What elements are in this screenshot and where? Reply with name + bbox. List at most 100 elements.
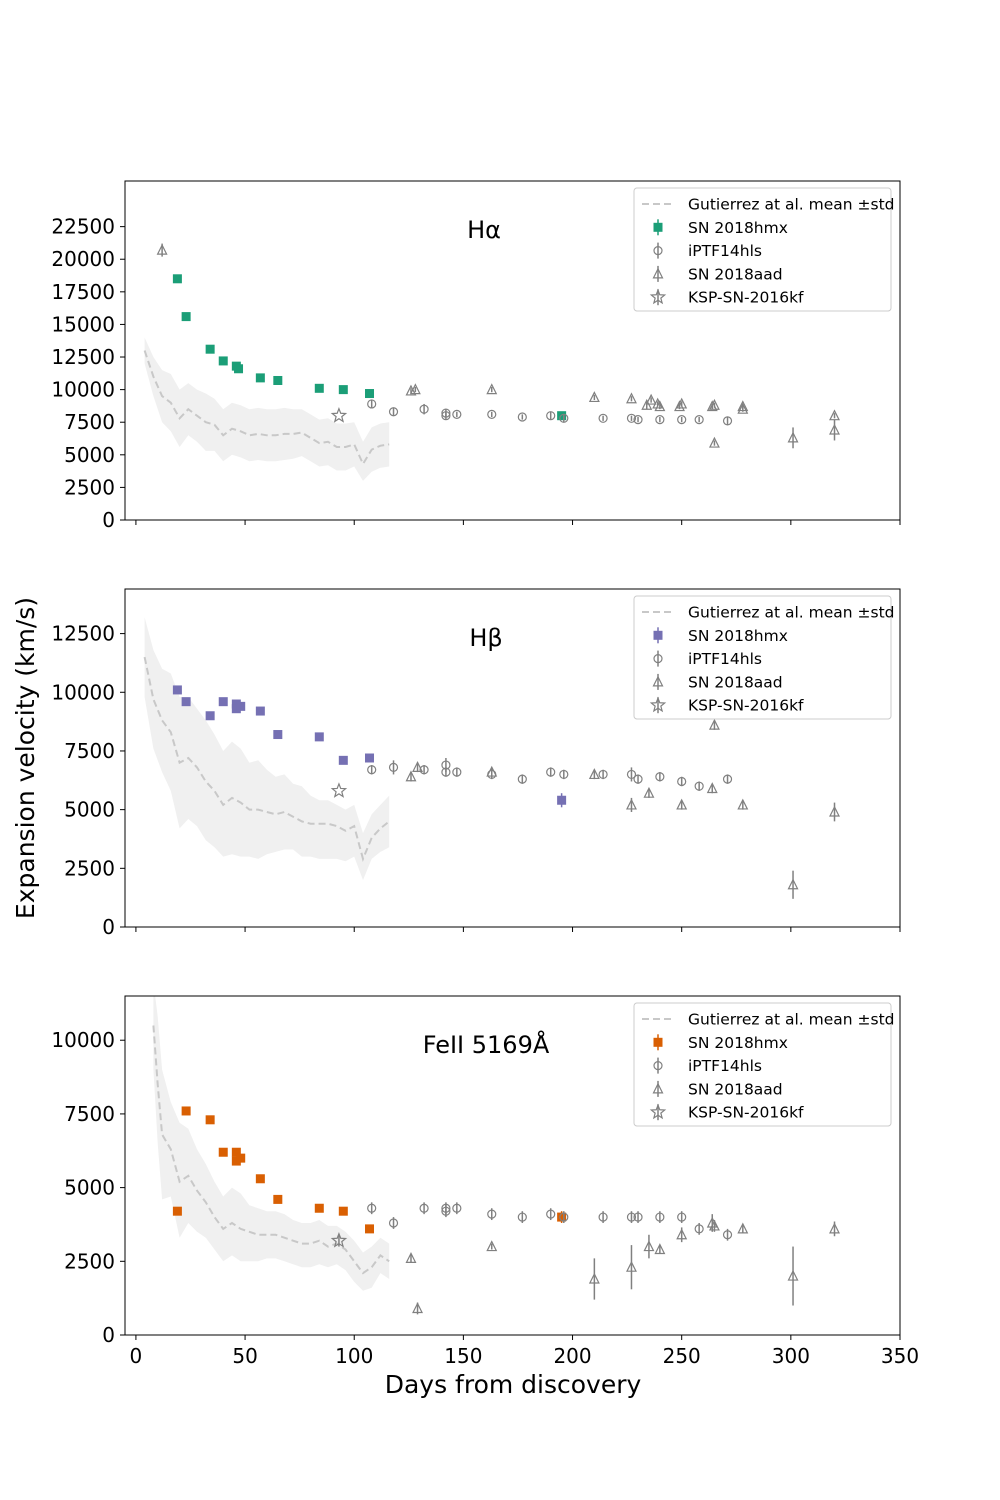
data-point (829, 1222, 840, 1234)
data-point (557, 411, 567, 421)
data-point (654, 1243, 666, 1255)
data-point (486, 765, 498, 777)
y-tick-label: 10000 (51, 680, 115, 704)
legend-box (633, 595, 892, 720)
data-point (517, 1212, 527, 1222)
x-tick-label: 50 (232, 1344, 257, 1368)
data-point (559, 769, 569, 780)
data-point (737, 402, 749, 414)
data-point (676, 1228, 688, 1240)
data-point (338, 755, 348, 765)
x-tick-label: 100 (335, 1344, 373, 1368)
legend-label: Gutierrez at al. mean ±std (688, 604, 895, 622)
data-point (588, 768, 600, 780)
data-point (655, 772, 665, 782)
y-tick-label: 17500 (51, 280, 115, 304)
series-iptf14hls (367, 399, 733, 426)
data-point (314, 732, 324, 742)
series-sn-2018hmx (172, 685, 567, 808)
data-point (314, 383, 324, 393)
legend-label: SN 2018hmx (688, 1034, 788, 1052)
data-point (452, 767, 462, 777)
panel-title: Hα (467, 216, 501, 244)
data-point (205, 344, 215, 354)
y-tick-label: 0 (102, 508, 115, 532)
data-point (409, 383, 421, 395)
panel-1: 0 2500 5000 7500 10000 12500 15000 17500 20000 22… (51, 180, 901, 532)
data-point (205, 711, 215, 721)
data-point (722, 774, 733, 784)
legend-label: KSP-SN-2016kf (688, 697, 804, 715)
data-point (388, 1218, 399, 1228)
data-point (181, 697, 191, 707)
data-point (737, 798, 749, 810)
data-point (412, 1302, 424, 1314)
data-point (626, 1260, 637, 1272)
series-sn-2018aad (156, 243, 840, 449)
data-point (677, 1212, 687, 1222)
plot-area (143, 617, 840, 899)
mean-line (152, 1025, 390, 1275)
data-point (787, 1269, 799, 1281)
data-point (722, 1230, 733, 1240)
data-point (694, 781, 704, 791)
data-point (643, 1240, 655, 1252)
data-point (181, 312, 191, 322)
data-point (314, 1203, 324, 1213)
data-point (626, 798, 637, 810)
data-point (365, 753, 375, 763)
data-point (677, 776, 687, 787)
series-ksp-sn-2016kf (330, 407, 348, 423)
data-point (626, 413, 637, 423)
data-point (626, 769, 637, 780)
data-point (677, 415, 687, 425)
mean-line (143, 350, 390, 467)
legend-label: SN 2018aad (688, 673, 783, 691)
plot-area (143, 243, 840, 481)
data-point (557, 1212, 567, 1222)
data-point (419, 1203, 429, 1213)
y-tick-label: 7500 (64, 739, 115, 763)
data-point (626, 392, 637, 404)
data-point (598, 769, 608, 780)
axes-frame (124, 588, 901, 928)
axes-frame (124, 180, 901, 521)
series-ksp-sn-2016kf (330, 1232, 348, 1248)
legend-marker (653, 222, 663, 232)
legend-label: Gutierrez at al. mean ±std (688, 196, 895, 214)
data-point (405, 384, 417, 396)
data-point (598, 413, 608, 423)
data-point (367, 399, 377, 409)
data-point (645, 393, 657, 405)
legend-box (633, 187, 892, 312)
data-point (388, 407, 399, 417)
panel-2: 0 2500 5000 7500 10000 12500 Hβ Gutierrez at al… (51, 588, 901, 939)
data-point (367, 765, 377, 775)
data-point (255, 373, 265, 383)
axes-frame (124, 995, 901, 1336)
series-iptf14hls (367, 1202, 733, 1241)
data-point (172, 685, 182, 695)
x-tick-label: 250 (663, 1344, 701, 1368)
data-point (588, 1272, 600, 1284)
data-point (205, 1115, 215, 1125)
legend-label: SN 2018hmx (688, 219, 788, 237)
y-tick-label: 10000 (51, 378, 115, 402)
data-point (419, 404, 429, 414)
data-point (722, 416, 733, 426)
data-point (367, 1203, 377, 1213)
data-point (517, 774, 527, 784)
legend-label: SN 2018hmx (688, 627, 788, 645)
data-point (829, 423, 840, 435)
legend: Gutierrez at al. mean ±std SN 2018hmx iPTF… (633, 187, 895, 312)
data-point (273, 730, 283, 740)
y-tick-label: 7500 (64, 1102, 115, 1126)
legend-marker (653, 653, 663, 664)
y-tick-label: 5000 (64, 1176, 115, 1200)
data-point (708, 718, 720, 730)
data-point (338, 385, 348, 395)
legend-marker (653, 630, 663, 640)
data-point (829, 805, 840, 817)
std-band (144, 617, 390, 881)
